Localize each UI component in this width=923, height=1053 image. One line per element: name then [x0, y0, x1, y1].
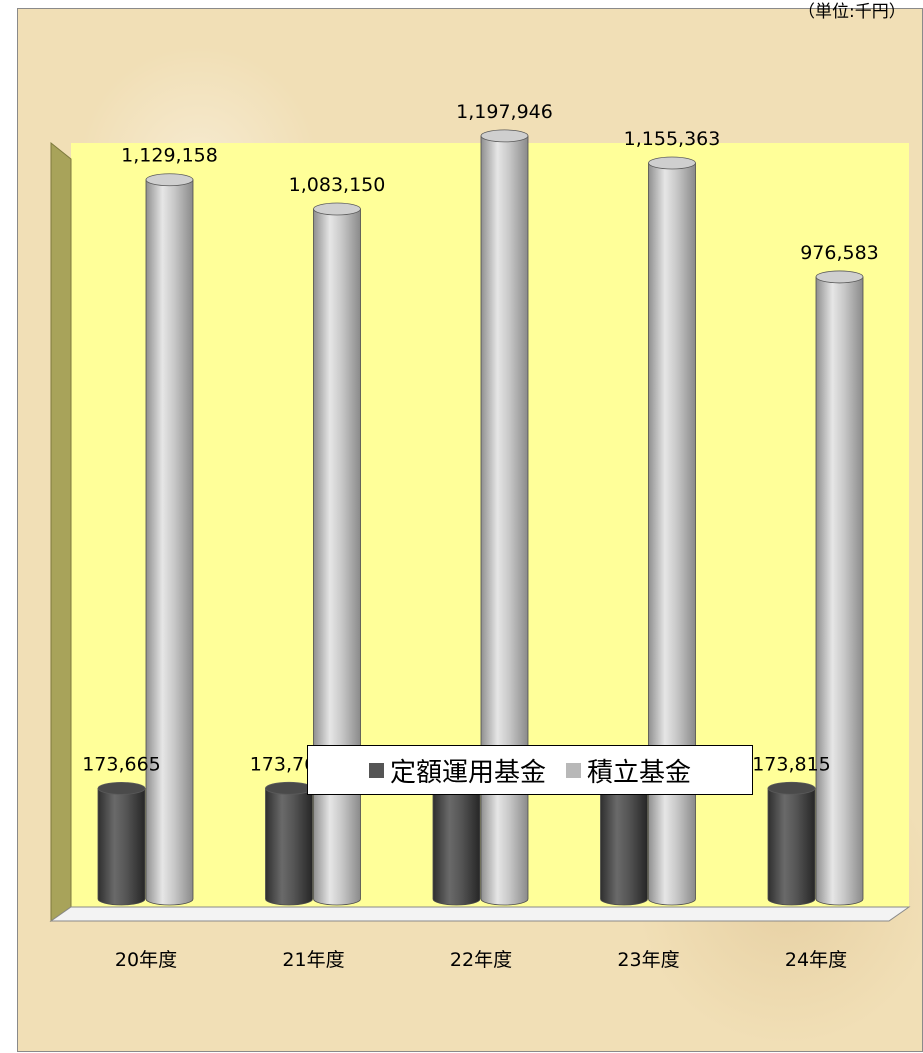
- legend-swatch-series-1: [368, 762, 384, 778]
- bar-series-1-2: [265, 787, 313, 906]
- bar-top-series-1-1: [97, 781, 146, 795]
- legend-swatch-series-2: [566, 762, 581, 778]
- x-tick-label-1: 20年度: [115, 949, 177, 971]
- bar-series-1-4: [600, 787, 648, 906]
- bar-series-2-4: [648, 162, 696, 906]
- x-tick-label-3: 22年度: [450, 949, 512, 971]
- legend: 定額運用基金 積立基金: [307, 745, 753, 795]
- plot-left-wall: [50, 141, 72, 922]
- x-tick-label-5: 24年度: [785, 949, 847, 971]
- chart-area: 173,6651,129,15820年度173,7601,083,15021年度…: [49, 101, 911, 971]
- bar-series-1-1: [97, 787, 146, 906]
- bar-series-2-1: [145, 179, 194, 906]
- data-label-series-2-1: 1,129,158: [121, 145, 218, 167]
- bar-series-2-5: [815, 276, 864, 906]
- bar-series-2-3: [480, 135, 529, 906]
- bar-top-series-2-1: [145, 173, 194, 187]
- bar-top-series-1-5: [767, 781, 816, 795]
- legend-item-series-2: 積立基金: [566, 752, 691, 789]
- bar-top-series-2-4: [648, 156, 696, 170]
- bar-top-series-2-3: [480, 129, 529, 143]
- legend-label-series-1: 定額運用基金: [389, 757, 546, 788]
- bars-group: [97, 129, 864, 906]
- x-tick-label-2: 21年度: [282, 949, 344, 971]
- data-label-series-2-5: 976,583: [800, 242, 879, 264]
- bar-series-2-2: [313, 208, 361, 906]
- bar-top-series-1-2: [265, 781, 313, 795]
- data-label-series-1-1: 173,665: [82, 753, 161, 775]
- bar-top-series-2-2: [313, 202, 361, 216]
- bar-series-1-3: [432, 787, 481, 906]
- x-tick-label-4: 23年度: [617, 949, 679, 971]
- data-label-series-1-5: 173,815: [752, 753, 831, 775]
- bar-top-series-2-5: [815, 270, 864, 284]
- data-label-series-2-3: 1,197,946: [456, 101, 553, 123]
- unit-label: （単位:千円）: [798, 2, 906, 22]
- data-label-series-2-2: 1,083,150: [289, 174, 386, 196]
- chart-frame: 173,665 1,129,158 20年度 173,760 1,083,150 21年度…: [17, 2, 923, 1052]
- bar-series-1-5: [767, 787, 816, 906]
- plot-floor: [49, 906, 911, 922]
- legend-item-series-1: 定額運用基金: [368, 752, 546, 789]
- data-label-series-2-4: 1,155,363: [624, 128, 721, 150]
- legend-label-series-2: 積立基金: [587, 757, 692, 788]
